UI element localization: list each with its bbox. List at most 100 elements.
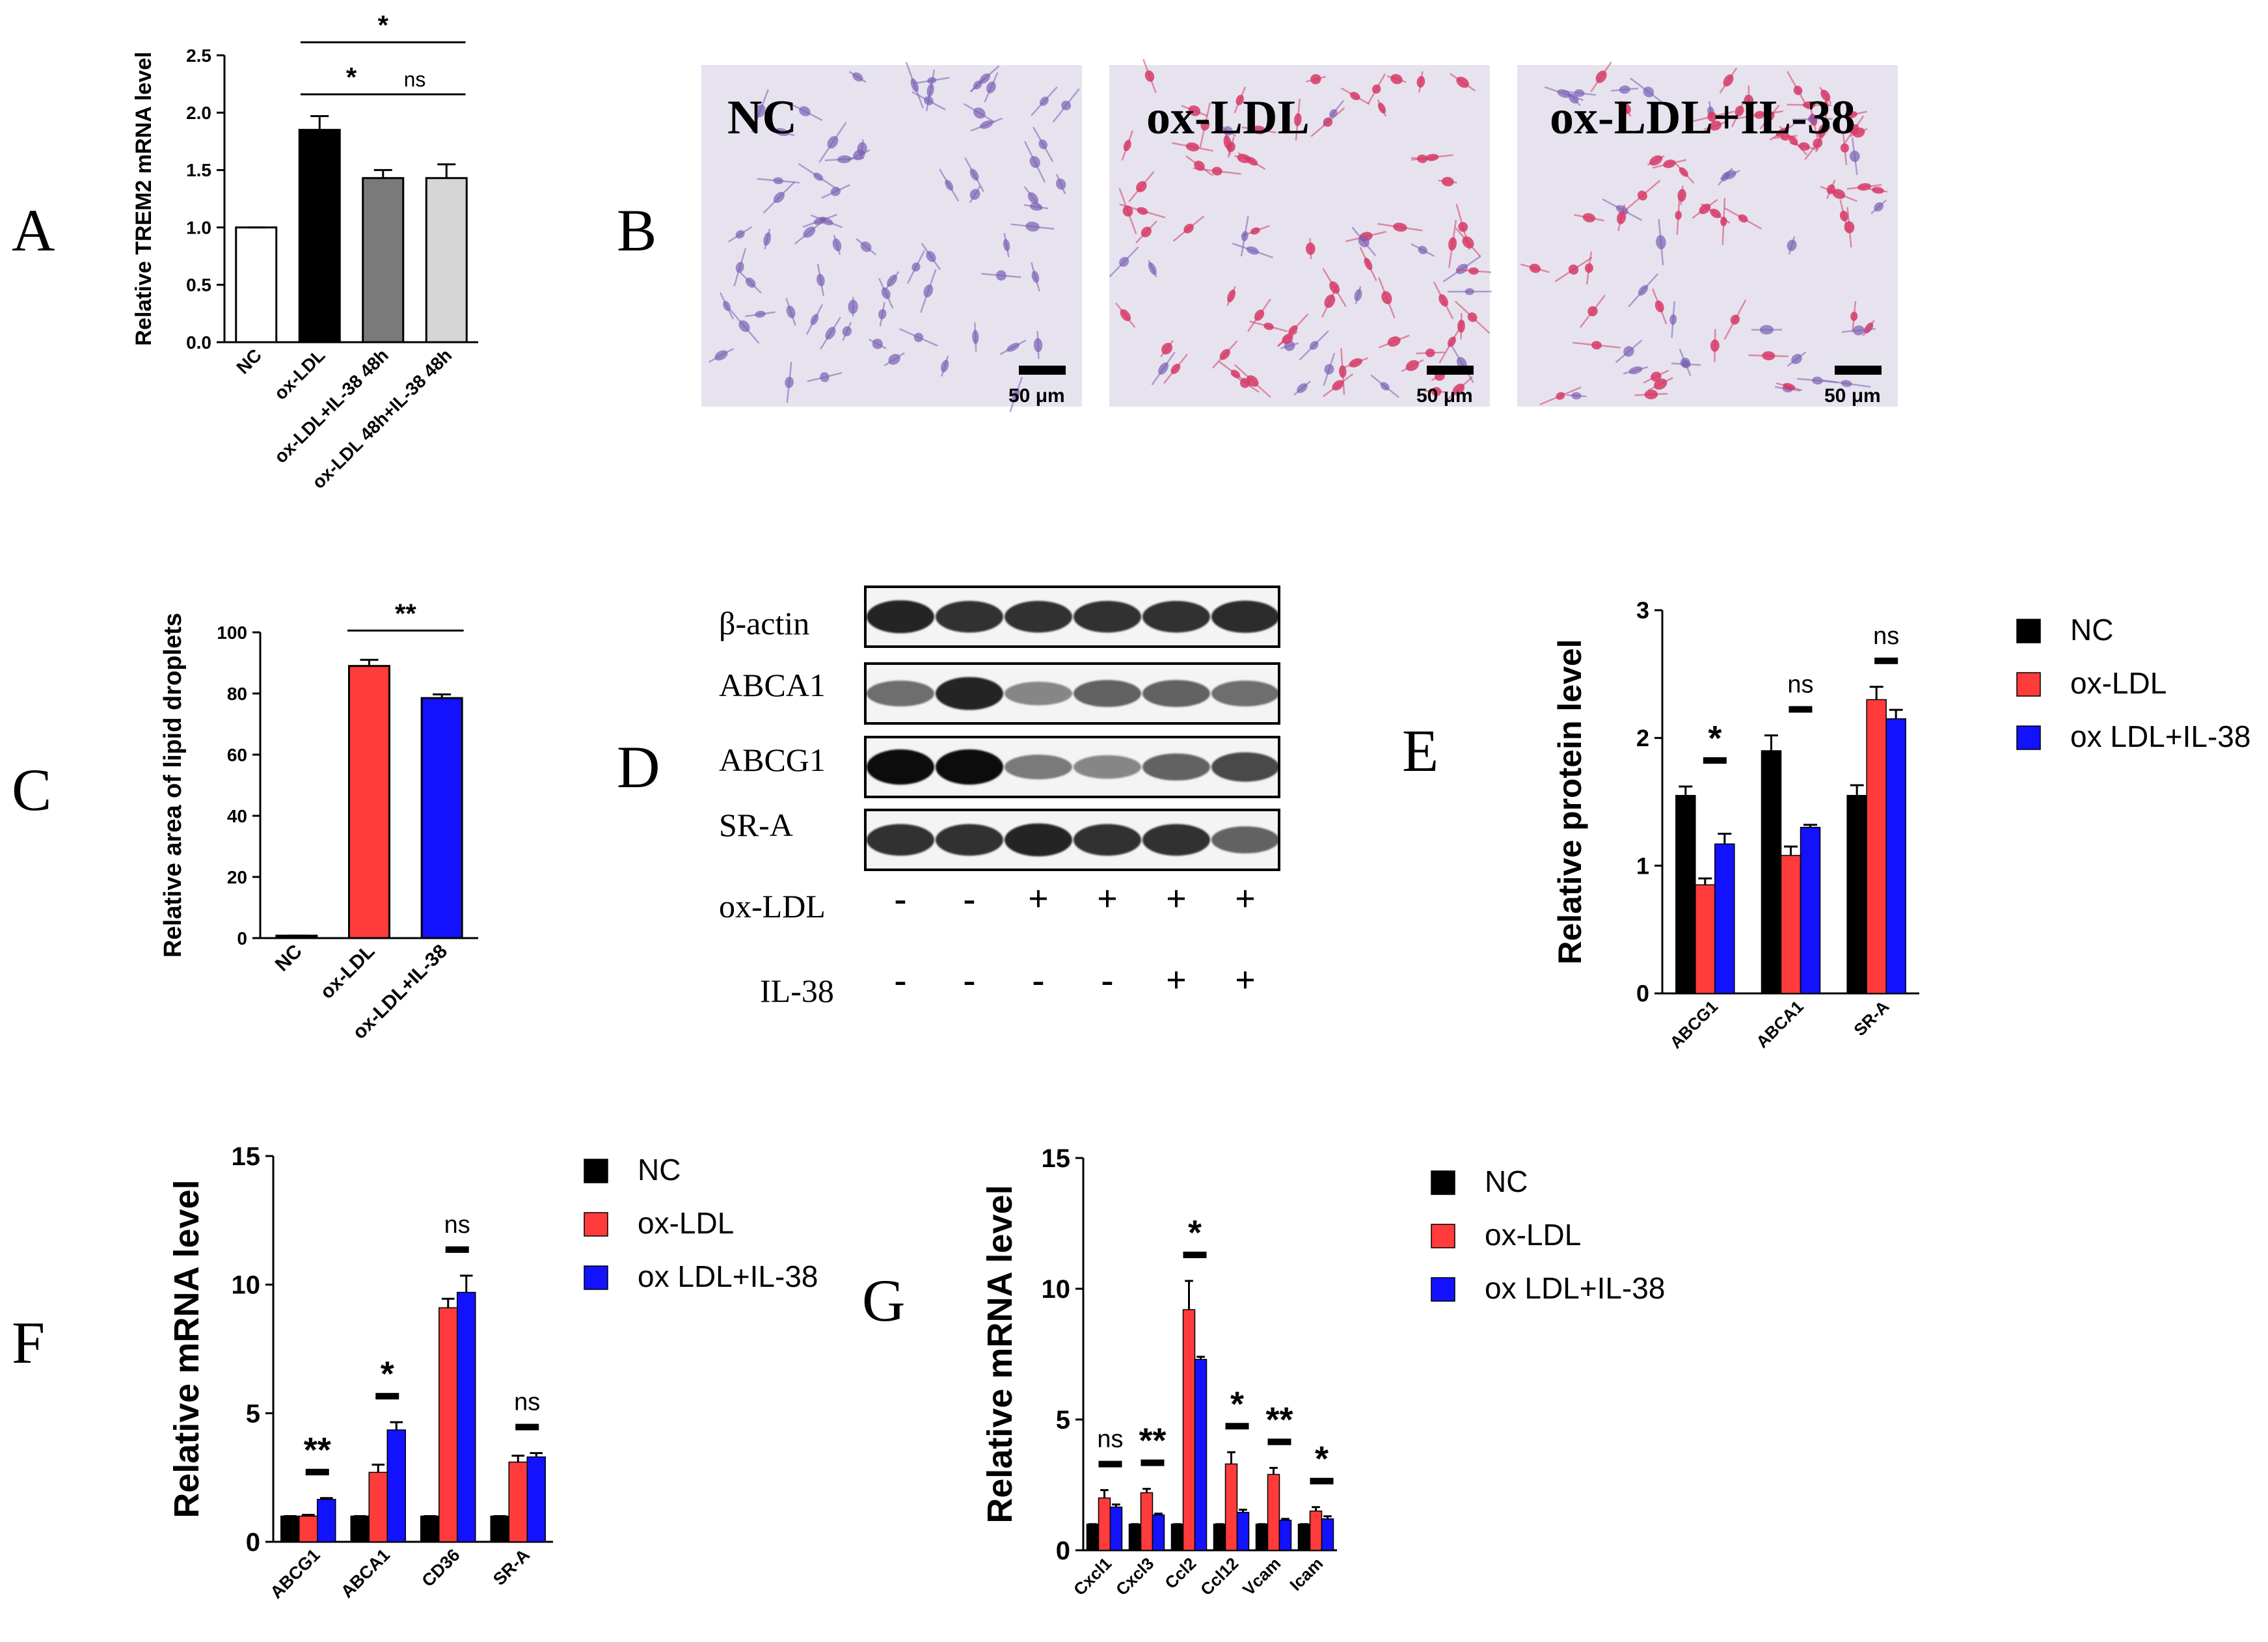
cell-body bbox=[1338, 365, 1347, 378]
cell-body bbox=[1710, 208, 1721, 219]
cell-body bbox=[1591, 341, 1602, 350]
cell-body bbox=[1798, 142, 1810, 151]
significance-line bbox=[445, 1246, 469, 1253]
cell-body bbox=[773, 191, 785, 204]
bar bbox=[1170, 1524, 1184, 1551]
panel-letter-e: E bbox=[1402, 718, 1438, 784]
cell-body bbox=[1448, 237, 1457, 251]
cell-body bbox=[1144, 70, 1155, 82]
bar bbox=[1098, 1497, 1111, 1551]
cell-body bbox=[755, 104, 766, 118]
cell-body bbox=[1183, 224, 1194, 234]
x-tick-label: SR-A bbox=[489, 1545, 533, 1589]
condition-label: ox-LDL bbox=[719, 888, 826, 924]
panel-letter-b: B bbox=[617, 197, 656, 263]
cell-body bbox=[1349, 358, 1363, 368]
legend-label: ox LDL+IL-38 bbox=[638, 1259, 818, 1293]
bar bbox=[1224, 1463, 1238, 1551]
cell-body bbox=[1263, 322, 1274, 330]
cell-body bbox=[1350, 92, 1360, 101]
bar bbox=[526, 1456, 546, 1542]
cell-body bbox=[1380, 382, 1390, 391]
bar bbox=[298, 129, 341, 343]
cell-body bbox=[1529, 263, 1541, 273]
legend-label: NC bbox=[2070, 613, 2113, 647]
y-tick-label: 5 bbox=[246, 1399, 260, 1428]
cell-body bbox=[1136, 181, 1147, 193]
y-tick-label: 0 bbox=[237, 928, 247, 949]
cell-body bbox=[1323, 117, 1333, 128]
bar bbox=[1109, 1506, 1123, 1551]
bar bbox=[1885, 718, 1906, 994]
cell-body bbox=[1309, 341, 1319, 350]
blot-band bbox=[867, 749, 934, 785]
cell-body bbox=[1764, 111, 1775, 122]
x-tick-label: Icam bbox=[1286, 1554, 1327, 1595]
y-axis-label: Relative mRNA level bbox=[980, 1185, 1019, 1523]
cell-body bbox=[857, 142, 867, 155]
cell-body bbox=[1416, 75, 1425, 88]
cell-body bbox=[1817, 124, 1826, 139]
cell-body bbox=[1122, 205, 1133, 217]
cell-body bbox=[803, 226, 816, 238]
cell-body bbox=[1329, 109, 1338, 118]
blot-band bbox=[867, 600, 934, 634]
cell-body bbox=[1675, 210, 1682, 220]
cell-body bbox=[1677, 189, 1686, 202]
cell-body bbox=[714, 350, 728, 361]
bar bbox=[235, 226, 278, 343]
cell-body bbox=[926, 83, 934, 97]
cell-body bbox=[887, 275, 898, 287]
significance-label: * bbox=[1230, 1384, 1244, 1423]
legend-label: ox LDL+IL-38 bbox=[2070, 720, 2250, 753]
cell-body bbox=[1456, 76, 1469, 88]
cell-body bbox=[1235, 94, 1244, 105]
y-tick-label: 0.5 bbox=[186, 275, 211, 295]
cell-body bbox=[1623, 346, 1634, 357]
cell-body bbox=[1643, 87, 1654, 98]
legend-swatch bbox=[2016, 619, 2041, 643]
bar bbox=[1086, 1524, 1100, 1551]
cell-body bbox=[1418, 245, 1427, 254]
blot-band bbox=[1211, 752, 1279, 782]
y-axis-label: Relative protein level bbox=[1552, 639, 1588, 964]
y-tick-label: 5 bbox=[1056, 1406, 1070, 1434]
panel-letter-a: A bbox=[12, 197, 55, 263]
x-tick-label: ABCA1 bbox=[337, 1545, 394, 1602]
cell-body bbox=[1644, 390, 1658, 399]
cell-body bbox=[1282, 334, 1293, 344]
cell-body bbox=[910, 78, 919, 92]
x-tick-label: NC bbox=[271, 941, 306, 976]
blot-band bbox=[1073, 680, 1141, 707]
bar bbox=[299, 1515, 318, 1542]
legend-label: ox LDL+IL-38 bbox=[1485, 1271, 1665, 1305]
x-tick-label: ox-LDL+IL-38 48h bbox=[270, 345, 392, 467]
treatment-sign: + bbox=[1097, 879, 1118, 919]
significance-label: * bbox=[1708, 719, 1721, 758]
blot-band bbox=[936, 824, 1003, 856]
panel-letter-g: G bbox=[862, 1267, 905, 1334]
significance-line bbox=[515, 1423, 539, 1431]
treatment-sign: + bbox=[1235, 879, 1256, 919]
blot-band bbox=[1142, 680, 1210, 707]
y-tick-label: 3 bbox=[1636, 597, 1649, 624]
blot-band bbox=[1005, 681, 1072, 706]
significance-label: ns bbox=[444, 1211, 470, 1239]
cell-body bbox=[1584, 263, 1593, 273]
bar bbox=[1846, 794, 1867, 994]
bar bbox=[457, 1291, 476, 1542]
cell-body bbox=[1574, 89, 1585, 97]
cell-body bbox=[735, 262, 744, 273]
cell-body bbox=[1571, 392, 1582, 400]
blot-band bbox=[1005, 600, 1072, 633]
cell-body bbox=[1651, 371, 1662, 382]
cell-body bbox=[1332, 380, 1344, 391]
cell-body bbox=[1587, 306, 1598, 317]
scale-bar-label: 50 μm bbox=[1008, 385, 1065, 407]
cell-body bbox=[1230, 370, 1241, 379]
cell-body bbox=[926, 250, 936, 262]
legend-swatch bbox=[1431, 1224, 1455, 1248]
cell-body bbox=[1628, 366, 1643, 375]
cell-body bbox=[1721, 172, 1730, 182]
cell-body bbox=[1158, 362, 1169, 375]
